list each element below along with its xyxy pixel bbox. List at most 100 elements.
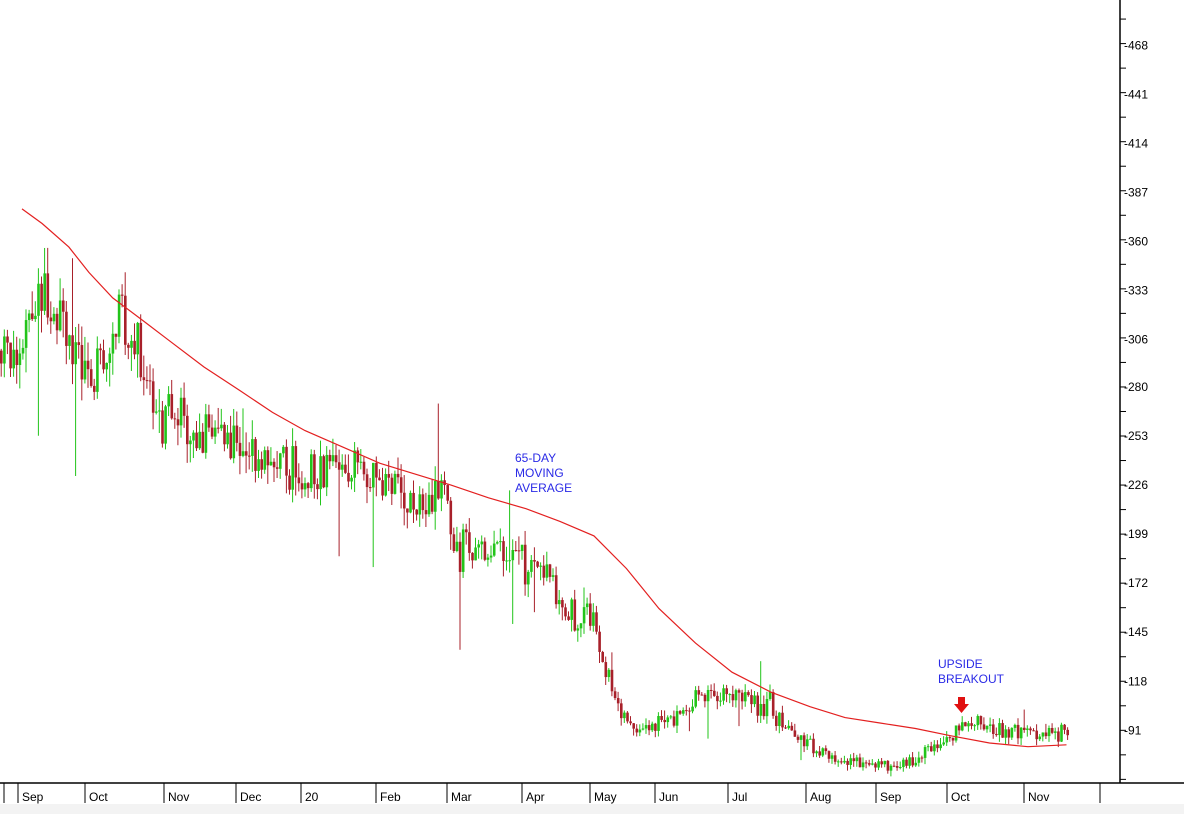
candle-up bbox=[341, 454, 344, 477]
candle-up bbox=[220, 408, 223, 432]
candle-up bbox=[570, 597, 573, 632]
candle-up bbox=[189, 435, 192, 463]
y-tick-label: -145 bbox=[1124, 625, 1148, 639]
candle-down bbox=[548, 563, 552, 583]
candle-up bbox=[136, 321, 139, 378]
candle-down bbox=[654, 722, 657, 738]
candle-down bbox=[347, 454, 350, 488]
candle-down bbox=[598, 625, 601, 664]
candle-down bbox=[471, 552, 474, 569]
candle-down bbox=[846, 758, 849, 771]
candle-up bbox=[744, 684, 747, 707]
candle-up bbox=[158, 389, 161, 433]
candle-up bbox=[1038, 734, 1042, 742]
candle-down bbox=[275, 451, 279, 479]
candle-up bbox=[576, 624, 580, 642]
candle-down bbox=[678, 709, 682, 715]
x-tick-label: Oct bbox=[951, 790, 970, 804]
candle-down bbox=[802, 732, 806, 753]
y-tick-label: -468 bbox=[1124, 38, 1148, 52]
candle-down bbox=[297, 463, 301, 492]
candle-up bbox=[644, 718, 648, 734]
candle-down bbox=[452, 527, 456, 553]
candle-up bbox=[998, 718, 1001, 742]
candle-down bbox=[1029, 726, 1032, 735]
candle-up bbox=[759, 661, 763, 723]
candle-down bbox=[151, 368, 155, 430]
candle-up bbox=[926, 744, 930, 752]
y-tick-label: -306 bbox=[1124, 333, 1148, 347]
candle-down bbox=[1007, 726, 1011, 745]
candle-down bbox=[542, 555, 546, 586]
candle-down bbox=[139, 314, 143, 382]
candle-down bbox=[210, 414, 214, 440]
candle-up bbox=[359, 449, 363, 470]
candle-up bbox=[908, 754, 911, 769]
candle-down bbox=[458, 532, 462, 650]
candle-down bbox=[285, 439, 288, 494]
candle-up bbox=[527, 569, 530, 598]
candle-up bbox=[499, 528, 502, 552]
candle-down bbox=[6, 329, 9, 355]
candle-down bbox=[430, 479, 434, 515]
candle-down bbox=[1063, 724, 1066, 735]
candle-down bbox=[709, 684, 713, 699]
candle-up bbox=[372, 462, 375, 568]
candle-down bbox=[266, 446, 270, 484]
candle-down bbox=[316, 478, 319, 500]
bottom-scroll-strip bbox=[0, 804, 1184, 814]
candle-up bbox=[843, 755, 846, 764]
candle-down bbox=[610, 652, 614, 697]
candle-up bbox=[917, 751, 921, 767]
candle-down bbox=[948, 736, 952, 742]
candle-down bbox=[195, 420, 198, 451]
candle-down bbox=[812, 733, 815, 758]
candle-up bbox=[263, 446, 267, 474]
candle-down bbox=[142, 355, 146, 396]
candle-up bbox=[1060, 722, 1063, 743]
candle-down bbox=[328, 449, 332, 470]
candle-up bbox=[734, 688, 738, 708]
candle-up bbox=[849, 754, 852, 770]
y-tick-label: -387 bbox=[1124, 186, 1148, 200]
candle-down bbox=[626, 711, 629, 724]
candle-down bbox=[731, 685, 735, 707]
candle-down bbox=[895, 761, 899, 771]
candle-down bbox=[840, 757, 843, 765]
candle-down bbox=[573, 589, 577, 632]
candle-up bbox=[232, 408, 236, 464]
candle-down bbox=[868, 759, 871, 767]
candle-down bbox=[781, 705, 784, 731]
y-tick-label: -226 bbox=[1124, 478, 1148, 492]
candle-down bbox=[951, 737, 955, 746]
candle-up bbox=[883, 760, 887, 768]
candle-down bbox=[824, 745, 828, 755]
candle-up bbox=[899, 761, 902, 770]
x-tick-label: Sep bbox=[22, 790, 44, 804]
candle-up bbox=[1026, 725, 1029, 737]
candle-up bbox=[505, 546, 508, 571]
candle-down bbox=[368, 477, 372, 492]
candle-down bbox=[229, 415, 232, 460]
candle-down bbox=[793, 723, 797, 737]
candle-down bbox=[561, 597, 564, 621]
candle-up bbox=[477, 539, 480, 559]
candle-up bbox=[325, 446, 329, 497]
candle-up bbox=[418, 486, 422, 527]
candle-up bbox=[579, 622, 583, 638]
candle-up bbox=[539, 562, 542, 581]
candle-up bbox=[877, 758, 880, 771]
ma-annotation: 65-DAY MOVING AVERAGE bbox=[515, 451, 572, 496]
candle-down bbox=[62, 288, 65, 338]
candle-down bbox=[127, 342, 130, 360]
x-tick-label: Mar bbox=[451, 790, 472, 804]
candle-down bbox=[647, 720, 651, 736]
candle-up bbox=[179, 387, 183, 438]
candle-down bbox=[89, 359, 93, 388]
candle-up bbox=[130, 334, 133, 371]
candle-down bbox=[703, 693, 707, 708]
x-tick-label: Nov bbox=[1028, 790, 1049, 804]
candle-up bbox=[985, 725, 989, 733]
candle-down bbox=[148, 364, 152, 396]
candle-down bbox=[248, 442, 251, 470]
